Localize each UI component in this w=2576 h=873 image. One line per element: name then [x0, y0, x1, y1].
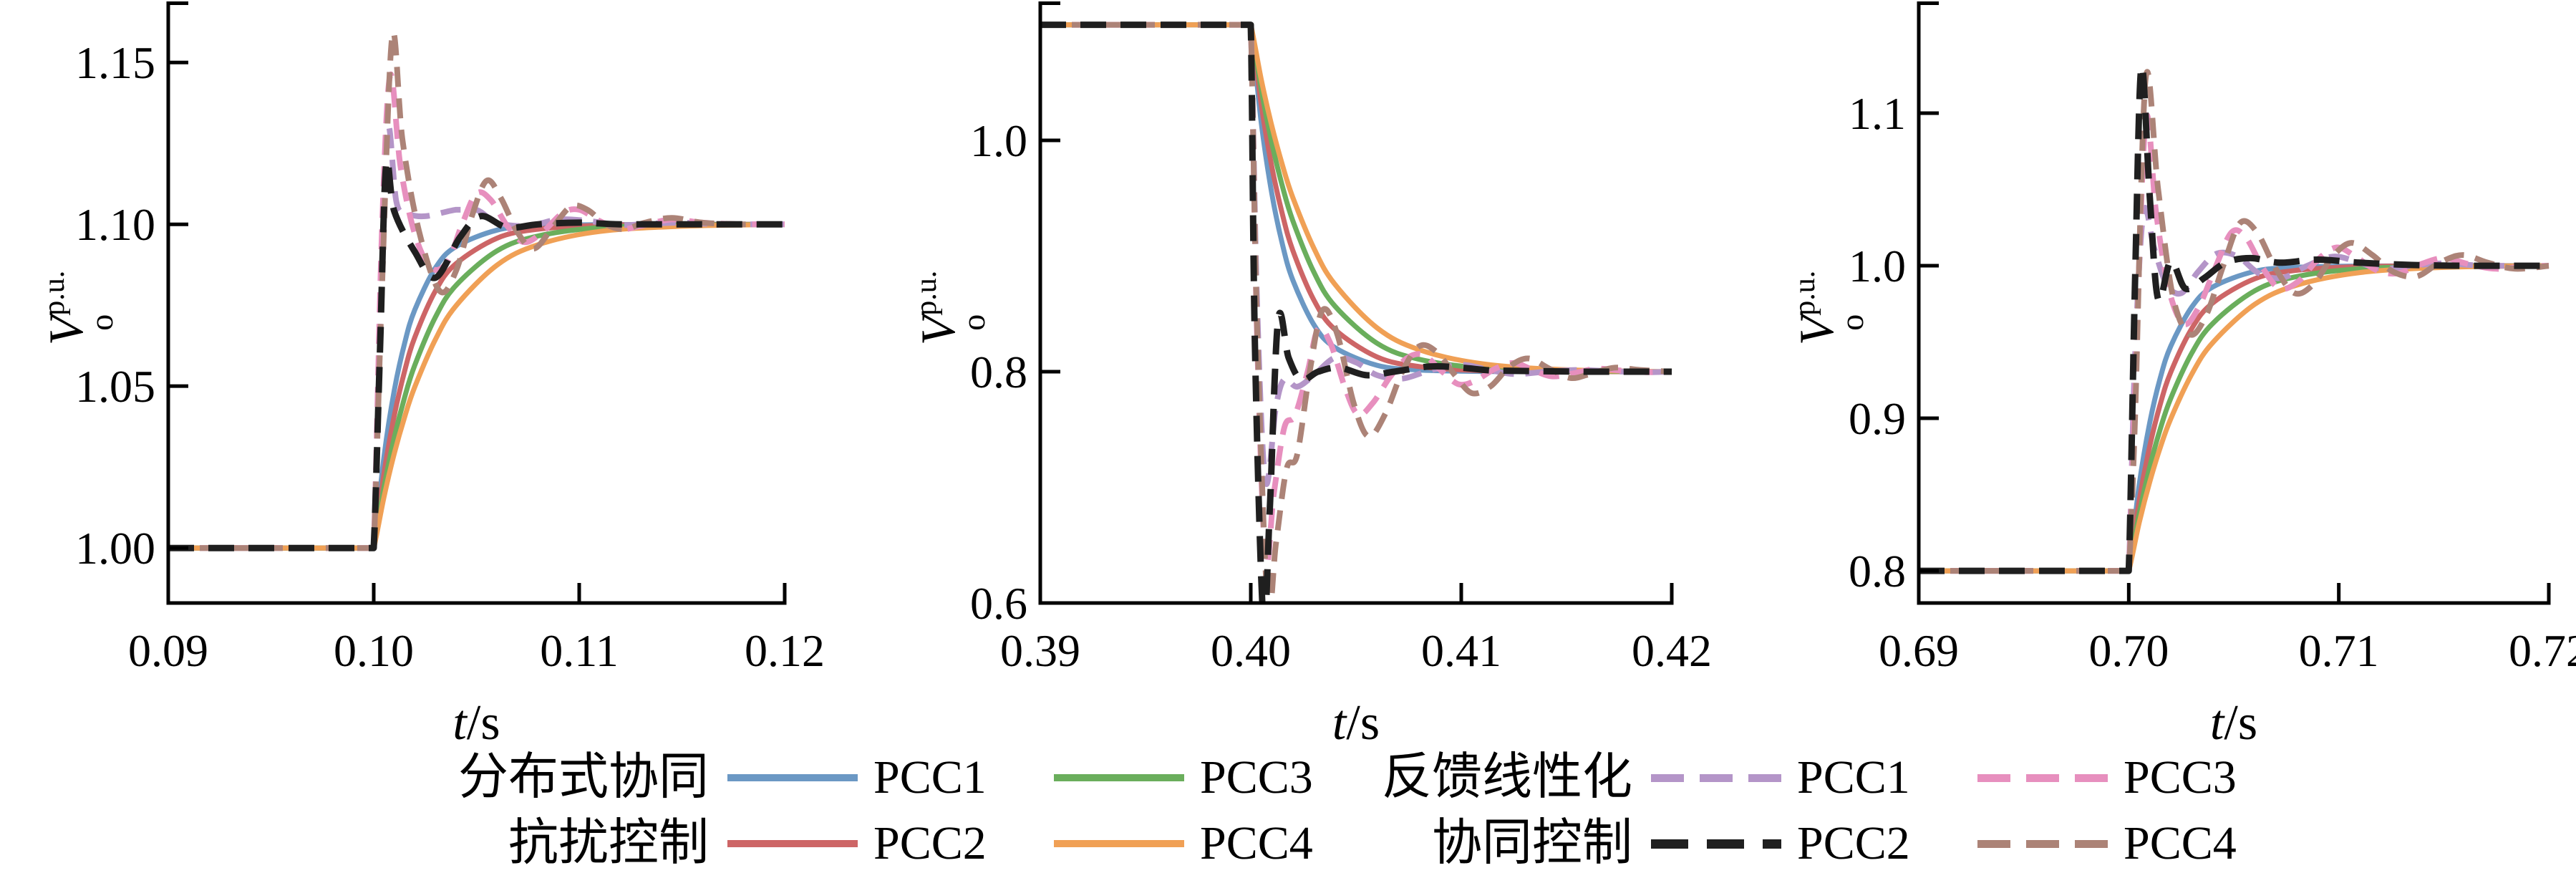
- x-tick-label: 0.39: [1000, 625, 1080, 676]
- series-dashed-pcc3-line: [168, 71, 785, 551]
- x-tick-label: 0.40: [1211, 625, 1291, 676]
- series-dashed-pcc4-line: [168, 29, 785, 551]
- series-solid-pcc3-line: [1919, 263, 2550, 574]
- legend-entry-dashed-pcc3: PCC3: [1977, 751, 2285, 805]
- legend-entry-label: PCC4: [2124, 817, 2237, 869]
- series-dashed-pcc3-line: [1919, 112, 2549, 574]
- legend-entry-label: PCC1: [873, 751, 987, 804]
- legend-entry-label: PCC2: [1797, 817, 1910, 869]
- axes: [166, 1, 787, 605]
- legend-group-title: 反馈线性化 协同控制: [1382, 745, 1632, 873]
- y-tick-label: 1.0: [970, 115, 1027, 166]
- x-axis-label: t/s: [452, 695, 500, 751]
- legend-entry-label: PCC3: [2124, 751, 2237, 804]
- x-tick-label: 0.70: [2088, 625, 2169, 676]
- series-dashed-pcc2-line: [168, 157, 785, 551]
- y-tick-label: 0.9: [1849, 393, 1906, 444]
- chart-voltage-recover-0.7s: 0.69 0.70 0.71 0.72 0.8 0.9 1.0 1.1 t/s Vp.u.o: [1788, 1, 2576, 751]
- series-dashed-pcc1-line: [1919, 205, 2549, 574]
- series-solid-pcc4-line: [1919, 263, 2550, 574]
- legend-solid-line-swatch: [727, 840, 858, 847]
- y-axis-label: Vp.u.o: [1788, 271, 1870, 346]
- legend-dashed-line-swatch: [1651, 773, 1781, 782]
- x-tick-label: 0.72: [2509, 625, 2576, 676]
- series-solid-pcc2-line: [1040, 22, 1672, 375]
- axes: [1917, 1, 2551, 605]
- legend-group-feedback-linearization: 反馈线性化 协同控制 PCC1 PCC2 PCC3 PCC4: [1382, 745, 2285, 873]
- legend-title-line: 抗扰控制: [508, 816, 709, 871]
- series-dashed-pcc2-line: [1040, 21, 1672, 603]
- x-tick-label: 0.12: [745, 625, 825, 676]
- legend-title-line: 协同控制: [1432, 816, 1632, 871]
- charts-row: 0.09 0.10 0.11 0.12 1.00 1.05 1.10 1.15 t/s Vp.u.…: [38, 1, 2576, 751]
- series-dashed-pcc3-line: [1040, 21, 1672, 568]
- y-tick-label: 1.1: [1849, 88, 1906, 139]
- series-dashed-pcc4-line: [1040, 21, 1672, 603]
- legend-entry-solid-pcc1: PCC1: [727, 751, 1035, 805]
- legend-entry-label: PCC1: [1797, 751, 1910, 804]
- legend-solid-line-swatch: [727, 774, 858, 781]
- legend-group-distributed-control: 分布式协同 抗扰控制 PCC1 PCC2 PCC3 PCC4: [458, 745, 1362, 873]
- x-axis-label: t/s: [2210, 695, 2257, 751]
- series-solid-pcc3-line: [1040, 22, 1672, 375]
- x-tick-label: 0.42: [1632, 625, 1712, 676]
- x-tick-label: 0.41: [1421, 625, 1501, 676]
- series-solid-pcc4-line: [168, 221, 785, 551]
- x-tick-label: 0.09: [128, 625, 208, 676]
- x-tick-label: 0.71: [2299, 625, 2379, 676]
- x-tick-label: 0.10: [334, 625, 414, 676]
- series-dashed-pcc1-line: [1040, 21, 1672, 487]
- series-dashed-pcc1-line: [168, 123, 785, 551]
- series-solid-pcc3-line: [168, 221, 785, 551]
- x-axis-label: t/s: [1332, 695, 1380, 751]
- plot-area: [1919, 62, 2550, 574]
- legend-entry-label: PCC2: [873, 817, 987, 869]
- y-tick-label: 0.6: [970, 578, 1027, 629]
- tick-labels: 0.39 0.40 0.41 0.42 0.6 0.8 1.0: [970, 115, 1712, 676]
- legend-title-line: 分布式协同: [458, 750, 709, 805]
- legend-title-line: 反馈线性化: [1382, 750, 1632, 805]
- legend-solid-line-swatch: [1054, 840, 1184, 847]
- chart-voltage-drop-0.4s: 0.39 0.40 0.41 0.42 0.6 0.8 1.0 t/s Vp.u.o: [910, 1, 1712, 751]
- x-tick-label: 0.69: [1879, 625, 1959, 676]
- legend-solid-line-swatch: [1054, 774, 1184, 781]
- series-solid-pcc4-line: [1040, 22, 1672, 375]
- legend-entry-dashed-pcc1: PCC1: [1651, 751, 1959, 805]
- legend-entry-label: PCC3: [1200, 751, 1313, 804]
- y-tick-label: 1.15: [75, 37, 155, 88]
- y-tick-label: 1.05: [75, 361, 155, 412]
- legend-entry-solid-pcc2: PCC2: [727, 816, 1035, 871]
- legend-group-title: 分布式协同 抗扰控制: [458, 745, 709, 873]
- y-tick-label: 1.10: [75, 199, 155, 250]
- legend-entry-dashed-pcc4: PCC4: [1977, 816, 2285, 871]
- legend-entry-label: PCC4: [1200, 817, 1313, 869]
- legend-entry-solid-pcc4: PCC4: [1054, 816, 1362, 871]
- chart-voltage-rise-0.1s: 0.09 0.10 0.11 0.12 1.00 1.05 1.10 1.15 t/s Vp.u.…: [38, 1, 825, 751]
- axes: [1038, 1, 1674, 605]
- legend-entry-solid-pcc3: PCC3: [1054, 751, 1362, 805]
- series-solid-pcc1-line: [1040, 22, 1672, 375]
- legend-dashed-line-swatch: [1651, 839, 1781, 849]
- y-tick-label: 0.8: [1849, 546, 1906, 597]
- plot-area: [168, 29, 785, 551]
- legend-dashed-line-swatch: [1977, 839, 2108, 848]
- y-tick-label: 0.8: [970, 347, 1027, 397]
- x-tick-label: 0.11: [540, 625, 619, 676]
- plot-area: [1040, 21, 1672, 603]
- y-tick-label: 1.00: [75, 523, 155, 574]
- series-solid-pcc2-line: [168, 221, 785, 551]
- tick-labels: 0.09 0.10 0.11 0.12 1.00 1.05 1.10 1.15: [75, 37, 825, 676]
- legend-dashed-line-swatch: [1977, 773, 2108, 782]
- series-dashed-pcc2-line: [1919, 62, 2549, 574]
- y-axis-label: Vp.u.o: [38, 271, 120, 346]
- legend: 分布式协同 抗扰控制 PCC1 PCC2 PCC3 PCC4 反馈线性化 协同控制 P…: [0, 745, 2576, 873]
- series-solid-pcc1-line: [1919, 263, 2549, 574]
- legend-entry-dashed-pcc2: PCC2: [1651, 816, 1959, 871]
- series-solid-pcc2-line: [1919, 263, 2550, 574]
- tick-labels: 0.69 0.70 0.71 0.72 0.8 0.9 1.0 1.1: [1849, 88, 2576, 676]
- y-axis-label: Vp.u.o: [910, 271, 992, 346]
- series-solid-pcc1-line: [168, 221, 785, 551]
- y-tick-label: 1.0: [1849, 241, 1906, 291]
